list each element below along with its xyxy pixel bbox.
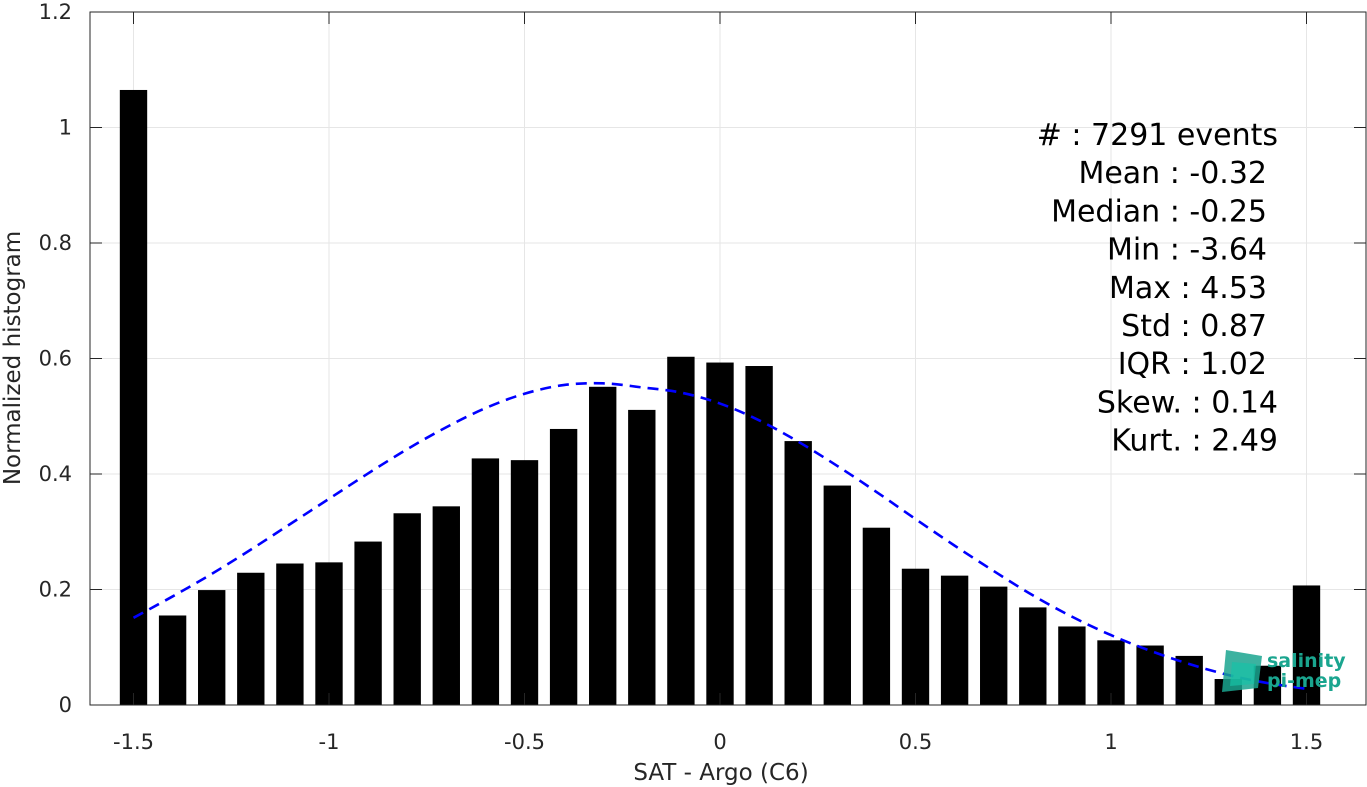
- histogram-bars: [119, 89, 1321, 705]
- y-tick-label: 0.8: [39, 231, 72, 255]
- stat-line: Max : 4.53: [1109, 271, 1267, 306]
- logo-text-line2: pi-mep: [1267, 670, 1341, 692]
- axes: [89, 11, 1367, 706]
- histogram-bar: [237, 572, 265, 705]
- y-tick-labels: 0 0.2 0.4 0.6 0.8 1 1.2: [39, 0, 72, 717]
- histogram-bar: [393, 513, 421, 705]
- histogram-bar: [1292, 585, 1321, 705]
- histogram-bar: [980, 586, 1008, 705]
- histogram-bar: [354, 541, 382, 705]
- y-tick-label: 1: [59, 116, 72, 140]
- histogram-bar: [589, 386, 617, 705]
- y-tick-label: 0.2: [39, 578, 72, 602]
- histogram-bar: [745, 366, 773, 705]
- x-tick-label: -0.5: [504, 730, 545, 754]
- histogram-bar: [628, 409, 656, 705]
- histogram-bar: [784, 441, 812, 705]
- histogram-bar: [510, 460, 539, 705]
- gaussian-fit-curve: [132, 381, 1307, 691]
- stat-line: Skew. : 0.14: [1097, 385, 1278, 420]
- x-tick-label: 0: [713, 730, 726, 754]
- x-tick-label: -1: [319, 730, 340, 754]
- histogram-bar: [667, 356, 695, 705]
- x-axis-label: SAT - Argo (C6): [633, 760, 808, 786]
- y-tick-label: 0.4: [39, 462, 72, 486]
- stat-line: Std : 0.87: [1121, 309, 1267, 344]
- histogram-bar: [315, 562, 343, 705]
- histogram-bar: [1019, 607, 1047, 705]
- x-tick-label: -1.5: [113, 730, 154, 754]
- stat-line: Median : -0.25: [1051, 194, 1267, 229]
- y-axis-label: Normalized histogram: [0, 231, 26, 485]
- y-tick-label: 1.2: [39, 0, 72, 24]
- stat-line: Min : -3.64: [1107, 233, 1267, 268]
- histogram-bar: [276, 563, 304, 705]
- histogram-bar: [432, 506, 460, 705]
- stat-line: Mean : -0.32: [1078, 156, 1267, 191]
- histogram-bar: [706, 362, 734, 705]
- histogram-bar: [198, 590, 226, 705]
- histogram-bar: [471, 458, 500, 705]
- logo-text-line1: salinity: [1267, 650, 1346, 672]
- histogram-bar: [119, 89, 148, 705]
- histogram-bar: [1136, 645, 1164, 705]
- stat-line: IQR : 1.02: [1118, 347, 1267, 382]
- logo-mark-icon: [1222, 650, 1262, 692]
- histogram-bar: [158, 615, 187, 705]
- stat-line: Kurt. : 2.49: [1111, 424, 1278, 459]
- histogram-bar: [862, 527, 891, 705]
- histogram-bar: [940, 575, 969, 705]
- y-tick-label: 0.6: [39, 347, 72, 371]
- histogram-bar: [1058, 626, 1086, 705]
- x-tick-labels: -1.5 -1 -0.5 0 0.5 1 1.5: [113, 730, 1323, 754]
- stat-line: # : 7291 events: [1037, 118, 1278, 153]
- x-tick-label: 0.5: [899, 730, 932, 754]
- histogram-bar: [549, 428, 578, 705]
- histogram-bar: [823, 485, 851, 705]
- salinity-pimep-logo: salinity pi-mep: [1222, 650, 1346, 692]
- x-tick-label: 1.5: [1290, 730, 1323, 754]
- histogram-bar: [901, 568, 930, 705]
- x-tick-label: 1: [1104, 730, 1117, 754]
- y-tick-label: 0: [59, 693, 72, 717]
